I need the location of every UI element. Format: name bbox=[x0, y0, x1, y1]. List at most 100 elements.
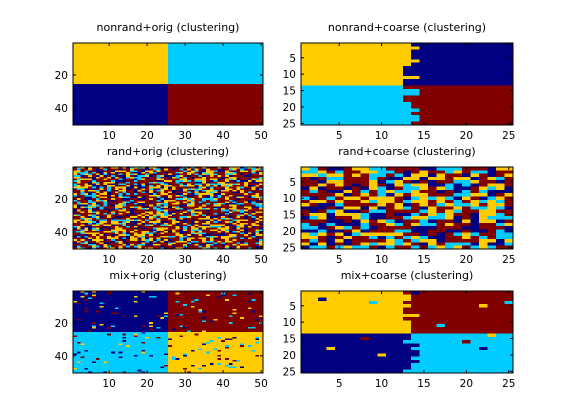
heatmap-cell bbox=[190, 221, 195, 224]
heatmap-cell bbox=[179, 90, 184, 93]
heatmap-cell bbox=[436, 102, 446, 106]
heatmap-cell bbox=[228, 219, 233, 222]
heatmap-cell bbox=[145, 204, 150, 207]
heatmap-cell bbox=[462, 72, 471, 77]
heatmap-cell bbox=[122, 47, 127, 50]
heatmap-cell bbox=[236, 211, 241, 214]
heatmap-cell bbox=[145, 102, 150, 105]
heatmap-cell bbox=[76, 178, 81, 181]
heatmap-cell bbox=[236, 59, 241, 62]
heatmap-cell bbox=[133, 185, 138, 188]
heatmap-cell bbox=[103, 52, 108, 55]
heatmap-cell bbox=[251, 216, 256, 219]
heatmap-cell bbox=[228, 113, 233, 116]
heatmap-cell bbox=[247, 214, 252, 217]
heatmap-cell bbox=[160, 47, 165, 50]
heatmap-cell bbox=[217, 175, 222, 178]
heatmap-cell bbox=[126, 201, 131, 204]
heatmap-cell bbox=[84, 222, 89, 225]
heatmap-cell bbox=[213, 95, 218, 98]
heatmap-cell bbox=[225, 189, 230, 192]
heatmap-cell bbox=[137, 198, 142, 201]
heatmap-cell bbox=[133, 92, 138, 95]
heatmap-cell bbox=[198, 180, 203, 183]
heatmap-cell bbox=[164, 209, 169, 212]
heatmap-cell bbox=[141, 167, 146, 170]
heatmap-cell bbox=[179, 70, 184, 73]
heatmap-cell bbox=[225, 93, 230, 96]
heatmap-cell bbox=[168, 196, 173, 199]
heatmap-cell bbox=[137, 168, 142, 171]
heatmap-cell bbox=[171, 176, 176, 179]
heatmap-cell bbox=[103, 106, 108, 109]
heatmap-cell bbox=[244, 193, 249, 196]
heatmap-cell bbox=[190, 69, 195, 72]
heatmap-cell bbox=[225, 103, 230, 106]
heatmap-cell bbox=[244, 98, 249, 101]
heatmap-cell bbox=[228, 52, 233, 55]
heatmap-cell bbox=[183, 224, 188, 227]
heatmap-cell bbox=[259, 113, 264, 116]
heatmap-cell bbox=[301, 69, 310, 73]
heatmap-cell bbox=[118, 176, 123, 179]
heatmap-cell bbox=[84, 62, 89, 65]
heatmap-cell bbox=[301, 105, 310, 109]
heatmap-cell bbox=[259, 222, 264, 225]
heatmap-cell bbox=[179, 219, 184, 222]
heatmap-cell bbox=[156, 173, 161, 176]
heatmap-cell bbox=[228, 82, 233, 85]
heatmap-cell bbox=[111, 100, 116, 103]
heatmap-cell bbox=[126, 88, 131, 91]
heatmap-cell bbox=[99, 226, 104, 229]
heatmap-cell bbox=[168, 175, 173, 178]
heatmap-cell bbox=[232, 221, 237, 224]
heatmap-cell bbox=[118, 93, 123, 96]
heatmap-cell bbox=[183, 194, 188, 197]
heatmap-cell bbox=[251, 113, 256, 116]
heatmap-cell bbox=[213, 214, 218, 217]
heatmap-cell bbox=[141, 70, 146, 73]
heatmap-cell bbox=[411, 65, 421, 70]
heatmap-cell bbox=[179, 214, 184, 217]
heatmap-cell bbox=[88, 180, 93, 183]
heatmap-cell bbox=[259, 201, 264, 204]
heatmap-cell bbox=[130, 116, 135, 119]
heatmap-cell bbox=[255, 188, 260, 191]
heatmap-cell bbox=[171, 180, 176, 183]
heatmap-cell bbox=[187, 56, 192, 59]
heatmap-cell bbox=[232, 54, 237, 57]
panel-2: nonrand+coarse (clustering)5 10 15 20 255101… bbox=[283, 21, 516, 142]
heatmap-cell bbox=[251, 193, 256, 196]
heatmap-cell bbox=[217, 219, 222, 222]
heatmap-cell bbox=[88, 198, 93, 201]
heatmap-cell bbox=[255, 98, 260, 101]
heatmap-cell bbox=[168, 92, 173, 95]
heatmap-cell bbox=[145, 194, 150, 197]
heatmap-cell bbox=[259, 97, 264, 100]
heatmap-cell bbox=[228, 183, 233, 186]
heatmap-cell bbox=[175, 74, 180, 77]
heatmap-cell bbox=[402, 102, 412, 106]
heatmap-cell bbox=[213, 173, 218, 176]
heatmap-cell bbox=[88, 186, 93, 189]
heatmap-cell bbox=[114, 61, 119, 64]
heatmap-cell bbox=[164, 221, 169, 224]
heatmap-cell bbox=[244, 82, 249, 85]
heatmap-cell bbox=[202, 57, 207, 60]
heatmap-cell bbox=[99, 92, 104, 95]
heatmap-cell bbox=[190, 113, 195, 116]
heatmap-cell bbox=[236, 120, 241, 123]
heatmap-cell bbox=[179, 201, 184, 204]
heatmap-cell bbox=[141, 168, 146, 171]
heatmap-cell bbox=[92, 54, 97, 57]
heatmap-cell bbox=[251, 170, 256, 173]
heatmap-cell bbox=[360, 79, 370, 83]
heatmap-cell bbox=[80, 49, 85, 52]
heatmap-cell bbox=[236, 219, 241, 222]
heatmap-cell bbox=[232, 173, 237, 176]
heatmap-cell bbox=[141, 219, 146, 222]
heatmap-cell bbox=[225, 46, 230, 49]
heatmap-cell bbox=[206, 121, 211, 124]
heatmap-cell bbox=[236, 167, 241, 170]
heatmap-cell bbox=[95, 92, 100, 95]
